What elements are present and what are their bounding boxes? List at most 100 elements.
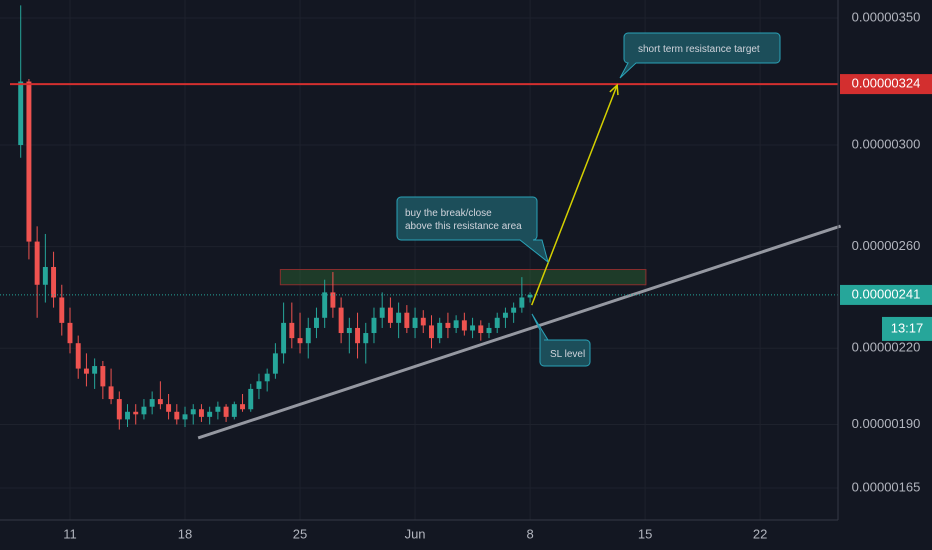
grid (0, 0, 838, 520)
candle-body (371, 317, 377, 334)
candle-body (59, 297, 65, 323)
candle-body (281, 322, 287, 354)
candle-body (51, 266, 57, 298)
candle-body (264, 373, 270, 382)
candle-body (116, 399, 122, 420)
callout-text: short term resistance target (638, 44, 760, 55)
candle-body (166, 404, 172, 412)
x-tick-label: Jun (405, 526, 426, 541)
candle-body (75, 343, 81, 369)
y-tick-label: 0.00000350 (852, 9, 921, 24)
candle-body (478, 325, 484, 334)
callout-box (396, 196, 549, 264)
candle-body (494, 317, 500, 328)
candle-body (83, 368, 89, 374)
candle-body (502, 312, 508, 318)
price-badge-label: 0.00000241 (852, 286, 921, 301)
candle-body (297, 338, 303, 344)
candle-body (363, 333, 369, 344)
candle-body (149, 399, 155, 407)
callout-box (619, 32, 781, 79)
candle-body (519, 297, 525, 308)
candle-body (34, 241, 40, 285)
candle-body (100, 366, 106, 387)
arrow-head (609, 83, 619, 96)
candle-body (355, 327, 361, 344)
candle-body (429, 325, 434, 339)
y-tick-label: 0.00000260 (852, 238, 921, 253)
candle-body (125, 411, 130, 420)
candle-body (379, 307, 385, 318)
y-tick-label: 0.00000300 (852, 136, 921, 151)
candle-body (157, 399, 163, 405)
candle-body (330, 292, 336, 308)
candle-body (240, 404, 245, 410)
callout-sl: SL level (531, 313, 591, 367)
candle-body (198, 409, 204, 417)
candle-body (314, 317, 319, 328)
candle-body (420, 317, 426, 326)
candle-body (256, 381, 262, 389)
callout-target: short term resistance target (619, 32, 781, 79)
target-arrow (531, 84, 618, 306)
x-tick-label: 11 (63, 526, 77, 541)
candle-body (445, 322, 451, 328)
candle-body (174, 411, 180, 420)
candle-body (404, 312, 410, 328)
resistance-zone (279, 269, 647, 286)
candle-body (207, 411, 213, 417)
price-badge (840, 74, 932, 95)
candle-body (412, 317, 418, 328)
callout-text: above this resistance area (405, 221, 522, 232)
x-tick-label: 15 (638, 526, 652, 541)
candle-body (511, 307, 517, 313)
candle-body (437, 322, 443, 339)
candle-body (396, 312, 402, 323)
candle-body (470, 325, 476, 331)
axes: 0.00000350 0.00000300 0.00000260 0.00000220… (63, 9, 932, 541)
callout-buy: buy the break/close above this resistanc… (396, 196, 549, 264)
candle-body (272, 353, 278, 374)
candle-body (92, 366, 98, 374)
trendline (197, 224, 842, 440)
candle-body (231, 404, 237, 417)
candle-body (215, 406, 221, 412)
candle-body (248, 388, 254, 410)
candle-body (18, 81, 24, 146)
price-badge-label: 0.00000324 (852, 76, 921, 91)
price-badge (840, 284, 932, 305)
candle-body (346, 327, 352, 334)
candle-body (322, 292, 328, 318)
candle-body (453, 320, 459, 328)
candle-body (338, 307, 344, 334)
candle-body (141, 406, 147, 415)
candle-body (486, 327, 492, 334)
callout-text: buy the break/close (405, 208, 492, 219)
candle-body (67, 322, 73, 344)
candle-body (133, 411, 139, 415)
candle-body (108, 386, 114, 400)
x-tick-label: 25 (293, 526, 307, 541)
candle-body (289, 322, 295, 339)
candle-body (223, 406, 229, 417)
x-tick-label: 22 (753, 526, 767, 541)
candle-body (182, 414, 188, 420)
candle-body (190, 409, 196, 415)
candle-body (527, 294, 533, 298)
x-tick-label: 18 (178, 526, 192, 541)
candle-body (387, 307, 393, 323)
y-tick-label: 0.00000165 (852, 479, 921, 494)
candle-body (42, 266, 48, 285)
callout-box (531, 313, 591, 367)
countdown-badge (882, 316, 932, 341)
y-tick-label: 0.00000220 (852, 340, 921, 355)
y-tick-label: 0.00000190 (852, 416, 921, 431)
countdown-label: 13:17 (891, 320, 924, 335)
plot (0, 5, 842, 440)
callout-text: SL level (550, 349, 585, 360)
candle-body (461, 320, 467, 331)
x-tick-label: 8 (526, 526, 533, 541)
candle-body (26, 81, 32, 242)
